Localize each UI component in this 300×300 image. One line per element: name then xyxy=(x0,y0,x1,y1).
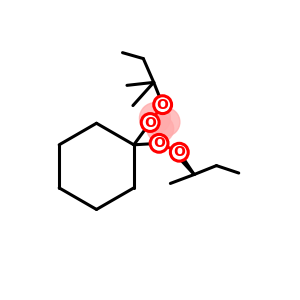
Text: O: O xyxy=(153,136,165,150)
Circle shape xyxy=(152,108,180,136)
Circle shape xyxy=(141,114,159,131)
Circle shape xyxy=(170,143,188,161)
Text: O: O xyxy=(173,145,185,159)
Circle shape xyxy=(147,116,174,142)
Circle shape xyxy=(154,96,172,114)
Text: O: O xyxy=(144,116,156,130)
Circle shape xyxy=(150,134,168,152)
Text: O: O xyxy=(157,98,169,112)
Circle shape xyxy=(140,103,170,134)
